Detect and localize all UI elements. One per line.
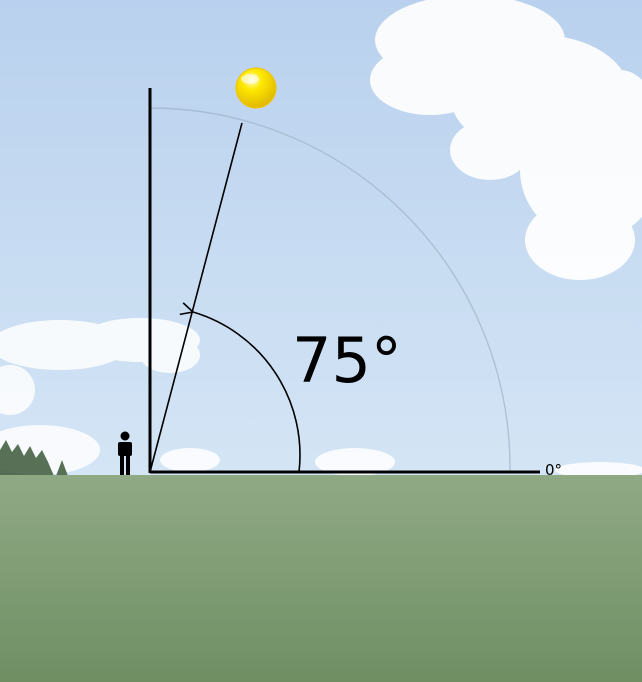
person-icon bbox=[118, 431, 132, 475]
elevation-angle-arc bbox=[193, 312, 301, 473]
grass-ground bbox=[0, 475, 642, 682]
sun-ray-line bbox=[149, 122, 243, 473]
cloud-top-right bbox=[370, 0, 642, 280]
cloud-horizon bbox=[160, 448, 642, 478]
zero-degree-label: 0° bbox=[545, 461, 562, 479]
angle-label: 75° bbox=[292, 324, 402, 397]
faint-quarter-arc bbox=[149, 107, 511, 473]
sun-icon bbox=[235, 67, 277, 109]
distant-trees bbox=[0, 440, 68, 476]
cloud-left bbox=[0, 318, 200, 475]
